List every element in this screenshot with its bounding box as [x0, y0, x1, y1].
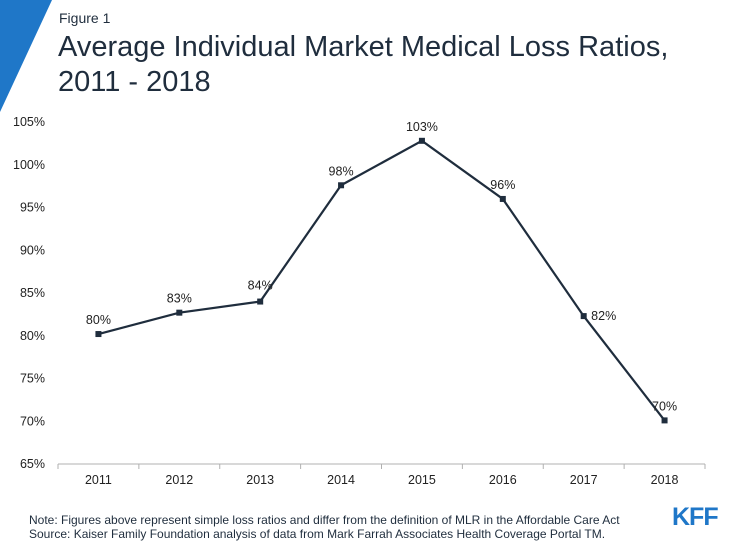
x-tick-label: 2012 [165, 473, 193, 487]
data-label: 83% [167, 292, 192, 306]
data-label: 103% [406, 120, 438, 134]
data-label: 82% [591, 309, 616, 323]
y-tick-label: 85% [20, 286, 45, 300]
x-tick-label: 2017 [570, 473, 598, 487]
data-label: 84% [248, 279, 273, 293]
data-label: 70% [652, 399, 677, 413]
data-point [580, 313, 587, 320]
x-axis: 2011 2012 2013 2014 2015 2016 2017 2018 [57, 464, 706, 487]
y-tick-label: 90% [20, 243, 45, 257]
series-line [98, 139, 666, 422]
data-point [418, 137, 425, 144]
line-chart: 65%70%75%80%85%90%95%100%105% 2011 2012 20… [13, 115, 706, 487]
corner-accent [0, 0, 52, 112]
data-label: 96% [490, 178, 515, 192]
x-tick-label: 2014 [327, 473, 355, 487]
notes: Note: Figures above represent simple los… [29, 513, 620, 541]
y-tick-label: 65% [20, 457, 45, 471]
x-tick-label: 2015 [408, 473, 436, 487]
data-point [661, 417, 668, 424]
data-labels: 80% 83% 84% 98% 103% 96% 82% 70% [86, 120, 677, 414]
x-tick-label: 2013 [246, 473, 274, 487]
y-tick-label: 105% [13, 115, 45, 129]
data-point [176, 309, 183, 316]
kff-logo: KFF [672, 503, 719, 531]
data-label: 98% [329, 164, 354, 178]
data-label: 80% [86, 313, 111, 327]
y-tick-label: 80% [20, 329, 45, 343]
x-tick-label: 2011 [85, 473, 112, 487]
y-tick-label: 100% [13, 158, 45, 172]
y-tick-label: 95% [20, 201, 45, 215]
y-axis: 65% 70% 75% 80% 85% 90% 95% 100% 105% [13, 115, 45, 471]
data-point [338, 182, 345, 189]
note-text: Note: Figures above represent simple los… [29, 513, 620, 527]
source-text: Source: Kaiser Family Foundation analysi… [29, 527, 606, 541]
y-tick-label: 75% [20, 372, 45, 386]
data-point [95, 331, 102, 338]
y-tick-label: 70% [20, 414, 45, 428]
data-point [257, 298, 264, 305]
page-title: Average Individual Market Medical Loss R… [58, 31, 669, 98]
figure-label: Figure 1 [59, 10, 111, 26]
data-point [499, 195, 506, 202]
x-tick-label: 2016 [489, 473, 517, 487]
x-tick-label: 2018 [651, 473, 679, 487]
data-points [95, 137, 668, 424]
